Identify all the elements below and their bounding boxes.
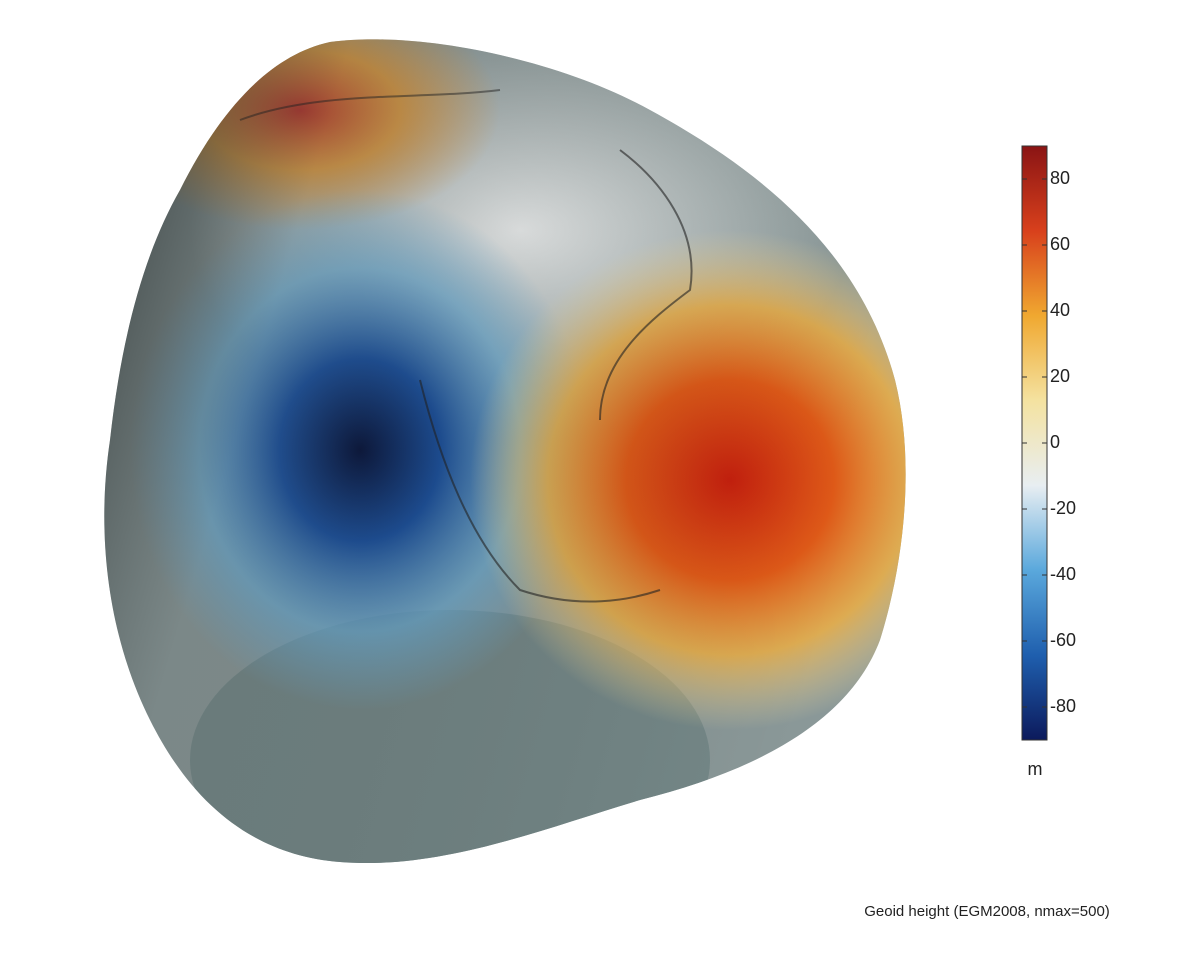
colorbar-tick-label: -60 (1050, 630, 1076, 650)
colorbar-tick-label: 80 (1050, 168, 1070, 188)
colorbar-tick-label: 20 (1050, 366, 1070, 386)
colorbar-tick-label: 60 (1050, 234, 1070, 254)
colorbar-tick-label: 40 (1050, 300, 1070, 320)
colorbar-tick-label: -80 (1050, 696, 1076, 716)
colorbar-unit: m (1028, 759, 1043, 779)
colorbar-tick-label: 0 (1050, 432, 1060, 452)
colorbar-tick-label: -40 (1050, 564, 1076, 584)
colorbar-tick-label: -20 (1050, 498, 1076, 518)
caption: Geoid height (EGM2008, nmax=500) (864, 903, 1110, 920)
geoid-globe (104, 39, 906, 864)
